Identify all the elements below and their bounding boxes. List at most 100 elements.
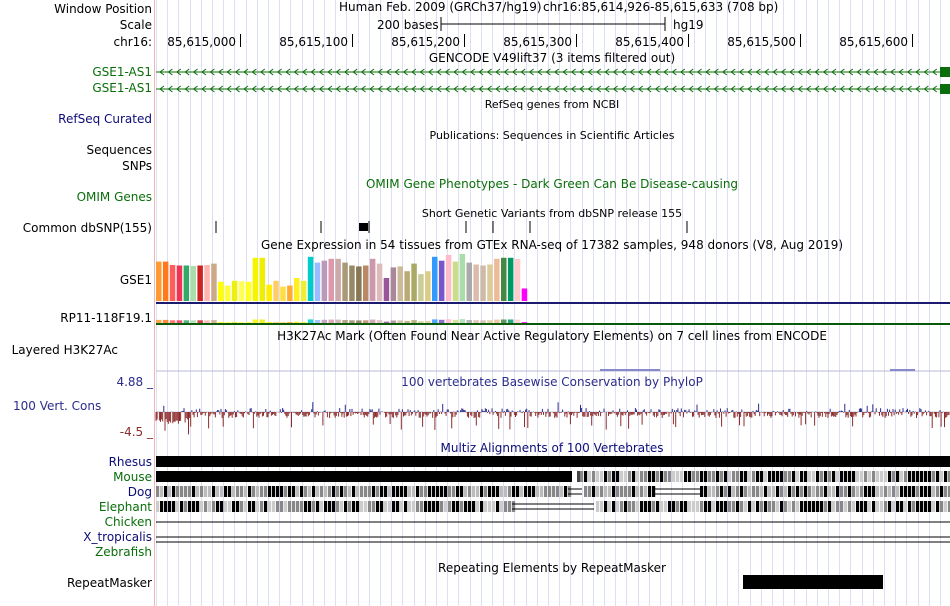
species-label-x_tropicalis[interactable]: X_tropicalis: [83, 530, 152, 544]
gtex-tissue-bar[interactable]: [425, 271, 431, 301]
gtex-tissue-bar-small[interactable]: [369, 319, 376, 323]
gtex-tissue-bar-small[interactable]: [501, 319, 507, 324]
gtex-track-title[interactable]: Gene Expression in 54 tissues from GTEx …: [260, 238, 844, 252]
gtex-tissue-bar[interactable]: [487, 264, 493, 302]
gtex-tissue-bar[interactable]: [404, 271, 410, 301]
gtex-tissue-bar[interactable]: [252, 257, 259, 301]
gtex-tissue-bar[interactable]: [266, 284, 272, 301]
gtex-tissue-bar[interactable]: [294, 278, 300, 301]
gtex-tissue-bar[interactable]: [356, 266, 362, 301]
gtex-tissue-bar-small[interactable]: [300, 321, 307, 323]
gtex-tissue-bar-small[interactable]: [204, 320, 210, 324]
gtex-tissue-bar[interactable]: [280, 286, 286, 301]
pubs-sequences-label[interactable]: Sequences: [86, 143, 152, 157]
gtex-tissue-bar[interactable]: [307, 256, 314, 301]
gtex-tissue-bar[interactable]: [459, 254, 466, 301]
gtex-tissue-bar[interactable]: [452, 261, 459, 301]
gtex-tissue-bar[interactable]: [432, 256, 438, 301]
gtex-tissue-bar-small[interactable]: [356, 320, 362, 323]
gencode-track-title[interactable]: GENCODE V49lift37 (3 items filtered out): [428, 51, 676, 65]
gtex-tissue-bar-small[interactable]: [218, 322, 224, 323]
gtex-tissue-bar[interactable]: [321, 260, 328, 301]
gtex-tissue-bar[interactable]: [273, 280, 279, 301]
gtex-tissue-bar-small[interactable]: [494, 319, 500, 323]
gtex-tissue-bar-small[interactable]: [411, 320, 417, 323]
gtex-tissue-bar[interactable]: [501, 257, 507, 301]
gtex-tissue-bar[interactable]: [259, 257, 266, 301]
gtex-tissue-bar-small[interactable]: [438, 319, 445, 323]
multiz-row-mouse[interactable]: [156, 471, 950, 482]
gtex-tissue-bar[interactable]: [218, 281, 224, 301]
gtex-tissue-bar-small[interactable]: [156, 319, 162, 323]
gtex-tissue-bar[interactable]: [169, 265, 176, 301]
gtex-tissue-bar[interactable]: [162, 261, 169, 301]
gtex-tissue-bar[interactable]: [335, 258, 341, 301]
gtex-tissue-bar[interactable]: [438, 260, 445, 301]
gtex-rp11-label[interactable]: RP11-118F19.1: [60, 311, 152, 325]
gtex-tissue-bar-small[interactable]: [176, 320, 183, 323]
gtex-tissue-bar[interactable]: [245, 281, 252, 301]
gtex-tissue-bar-small[interactable]: [314, 320, 321, 323]
gtex-tissue-bar[interactable]: [390, 267, 397, 301]
gtex-tissue-bar[interactable]: [397, 266, 404, 301]
snp-variants[interactable]: [0, 218, 950, 238]
gtex-tissue-bar[interactable]: [349, 265, 355, 302]
gtex-tissue-bar-small[interactable]: [397, 320, 404, 323]
gencode-transcript-2[interactable]: [156, 84, 950, 94]
gtex-tissue-bar-small[interactable]: [294, 321, 300, 323]
gtex-tissue-bar-small[interactable]: [507, 319, 514, 324]
gencode-transcript-1[interactable]: [156, 67, 950, 77]
gtex-tissue-bar[interactable]: [418, 274, 424, 301]
gtex-expression-bars[interactable]: [0, 252, 950, 328]
gtex-tissue-bar-small[interactable]: [231, 321, 238, 323]
gencode-transcripts[interactable]: [0, 60, 950, 100]
gtex-tissue-bar[interactable]: [176, 265, 183, 302]
h3k27ac-track-title[interactable]: H3K27Ac Mark (Often Found Near Active Re…: [277, 329, 827, 343]
gtex-tissue-bar[interactable]: [369, 258, 376, 301]
gtex-tissue-bar[interactable]: [197, 265, 203, 302]
gtex-tissue-bar-small[interactable]: [225, 322, 231, 323]
gtex-tissue-bar-small[interactable]: [342, 320, 348, 323]
gtex-tissue-bar[interactable]: [342, 262, 348, 301]
species-label-mouse[interactable]: Mouse: [113, 470, 152, 484]
gtex-tissue-bar[interactable]: [411, 263, 417, 301]
gtex-tissue-bar[interactable]: [507, 257, 514, 301]
multiz-track-title[interactable]: Multiz Alignments of 100 Vertebrates: [440, 441, 664, 455]
gtex-tissue-bar-small[interactable]: [480, 320, 486, 323]
gtex-tissue-bar-small[interactable]: [363, 320, 369, 323]
gtex-tissue-bar[interactable]: [238, 281, 245, 301]
species-label-zebrafish[interactable]: Zebrafish: [95, 545, 152, 559]
gtex-tissue-bar[interactable]: [328, 258, 335, 301]
pubs-snps-label[interactable]: SNPs: [122, 159, 152, 173]
gtex-tissue-bar-small[interactable]: [390, 320, 397, 324]
gtex-tissue-bar-small[interactable]: [418, 321, 424, 323]
gtex-tissue-bar[interactable]: [190, 266, 197, 301]
gtex-tissue-bar-small[interactable]: [259, 319, 266, 324]
gtex-tissue-bar-small[interactable]: [197, 320, 203, 323]
species-label-chicken[interactable]: Chicken: [104, 515, 152, 529]
gtex-tissue-bar[interactable]: [183, 265, 190, 302]
gtex-tissue-bar-small[interactable]: [514, 319, 521, 323]
gtex-tissue-bar-small[interactable]: [521, 322, 528, 323]
species-label-dog[interactable]: Dog: [127, 485, 152, 499]
snp-track-label[interactable]: Common dbSNP(155): [22, 221, 152, 235]
gtex-tissue-bar-small[interactable]: [404, 320, 410, 323]
cons-track-title[interactable]: 100 vertebrates Basewise Conservation by…: [401, 375, 703, 389]
gtex-tissue-bar[interactable]: [211, 263, 217, 301]
rmsk-track-label[interactable]: RepeatMasker: [66, 576, 152, 590]
gtex-tissue-bar-small[interactable]: [383, 321, 390, 323]
gtex-tissue-bar-small[interactable]: [169, 320, 176, 324]
h3k27ac-track-label[interactable]: Layered H3K27Ac: [11, 343, 118, 357]
gtex-tissue-bar-small[interactable]: [190, 320, 197, 323]
gtex-tissue-bar[interactable]: [473, 264, 479, 302]
refseq-track-label[interactable]: RefSeq Curated: [58, 112, 152, 126]
gtex-gse1-label[interactable]: GSE1: [119, 273, 152, 287]
gtex-tissue-bar-small[interactable]: [238, 322, 245, 323]
gtex-tissue-bar[interactable]: [466, 262, 473, 301]
gtex-tissue-bar-small[interactable]: [287, 322, 293, 323]
gtex-tissue-bar[interactable]: [204, 265, 210, 301]
gtex-tissue-bar-small[interactable]: [425, 320, 431, 323]
gtex-tissue-bar[interactable]: [225, 285, 231, 301]
gtex-tissue-bar[interactable]: [287, 285, 293, 301]
gtex-tissue-bar-small[interactable]: [273, 321, 279, 323]
